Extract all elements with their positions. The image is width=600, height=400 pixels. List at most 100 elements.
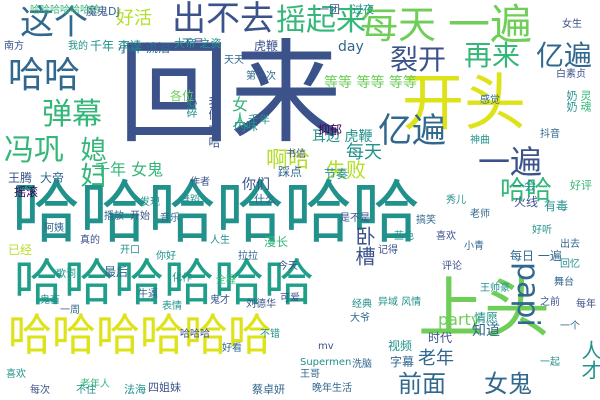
- word: 字幕: [390, 355, 415, 369]
- word: 一起: [540, 357, 560, 368]
- word: 冯巩: [4, 133, 64, 168]
- word: 评论: [442, 261, 462, 272]
- word: 你好: [156, 251, 176, 262]
- word: 每天: [360, 3, 437, 47]
- word: 播放: [104, 211, 124, 222]
- word: 出不去: [172, 0, 274, 39]
- word: 哈哈哈哈哈哈: [12, 174, 421, 253]
- word: 不住: [76, 385, 96, 396]
- word: 大帝 之资: [174, 37, 222, 50]
- word: 出去: [560, 239, 580, 250]
- word: 一个: [560, 321, 580, 332]
- word: 天天: [224, 55, 244, 66]
- word: 我们 哈哈: [207, 96, 221, 148]
- word: 哈哈哈哈哈哈哈: [30, 5, 100, 16]
- word: 鬼畜: [40, 295, 60, 306]
- word: 好评: [570, 179, 592, 192]
- word: 千年: [248, 113, 270, 126]
- word: 最后: [104, 265, 129, 279]
- word: 喜欢: [6, 369, 26, 380]
- word: 一遍: [448, 0, 533, 49]
- word: 秀儿: [446, 195, 466, 206]
- word: 奶奶: [565, 90, 578, 112]
- word: 前面: [398, 370, 446, 398]
- word: 弹幕: [42, 97, 102, 132]
- word: 大爷: [350, 313, 370, 324]
- word: 每天: [346, 142, 382, 163]
- word: 摇起来: [276, 3, 366, 38]
- word: 哈哈哈哈哈哈: [14, 254, 314, 312]
- word: 法海: [124, 383, 146, 396]
- word: 全程: [216, 275, 236, 286]
- word: 搞笑: [416, 215, 436, 226]
- word: 每年: [576, 299, 596, 310]
- word: 王帅豪: [480, 283, 510, 294]
- word: 女生: [562, 19, 582, 30]
- word: 回来: [118, 29, 342, 159]
- word: 耳边 虎鞭: [312, 129, 373, 145]
- word: papi: [510, 262, 545, 327]
- word: 记得: [378, 245, 398, 256]
- word: 好看: [222, 343, 242, 354]
- word: 作者: [190, 177, 210, 188]
- word: 节奏: [324, 167, 349, 181]
- word: 一周: [60, 305, 80, 316]
- word: 火线: [514, 195, 539, 209]
- word: 漫长: [264, 235, 289, 249]
- word: 失败: [326, 158, 366, 182]
- word: 小青: [464, 241, 484, 252]
- word: 灵魂: [579, 90, 592, 112]
- word: 女鬼: [484, 370, 532, 398]
- word: 回忆: [560, 259, 580, 270]
- word: day: [338, 39, 364, 55]
- word: 人生: [210, 235, 230, 246]
- word: 开始: [130, 211, 150, 222]
- word: 过夜: [352, 3, 374, 16]
- word: 等等 等等 等等: [324, 75, 417, 91]
- word: 喜欢: [436, 231, 456, 242]
- word: 大帝: [40, 171, 65, 185]
- word: 千年 李逵: [90, 39, 142, 53]
- word: 上头: [418, 270, 550, 347]
- word: 拉拉: [238, 251, 258, 262]
- word: 阿姨: [44, 223, 64, 234]
- word: 这个: [20, 3, 88, 43]
- word: 哈哈: [500, 176, 553, 206]
- word: DJ: [108, 5, 120, 18]
- word: 异域 风情: [378, 297, 422, 308]
- word: 媳妇: [76, 136, 106, 188]
- word: 每日 一遍: [510, 249, 562, 263]
- word: 踩点: [278, 165, 303, 179]
- word: 开头: [402, 66, 527, 139]
- word: 晚年生活: [312, 383, 352, 394]
- word: party: [438, 310, 481, 329]
- word: 情愿: [474, 311, 499, 325]
- word: 亿遍: [378, 111, 446, 151]
- word: 不是: [182, 37, 204, 50]
- word: 音乐: [160, 213, 180, 224]
- word: 真的: [80, 235, 100, 246]
- word: 老年: [418, 348, 454, 369]
- word: 经典: [352, 299, 372, 310]
- word: 一遍: [478, 143, 543, 181]
- word: mv: [318, 341, 334, 352]
- word: 小碎 流泪: [118, 41, 170, 55]
- word: 千年 女鬼: [94, 160, 164, 179]
- word: 发现: [140, 197, 160, 208]
- word: 虎鞭: [254, 39, 279, 53]
- word: 第一次: [246, 71, 276, 82]
- word: 魔鬼: [86, 5, 108, 18]
- word: 我的: [68, 41, 88, 52]
- word: Supermen: [300, 357, 352, 368]
- word: 心碎: [185, 96, 198, 118]
- word: 哈哈哈哈哈哈: [8, 310, 272, 361]
- word: 一团: [318, 3, 340, 16]
- word: 老师: [470, 209, 490, 220]
- word: 南方: [4, 41, 24, 52]
- word: 刘德华: [246, 299, 276, 310]
- word: 神曲: [470, 135, 490, 146]
- word: 王哥: [300, 369, 320, 380]
- word: 洗脑: [352, 359, 372, 370]
- word: 每次: [30, 385, 50, 396]
